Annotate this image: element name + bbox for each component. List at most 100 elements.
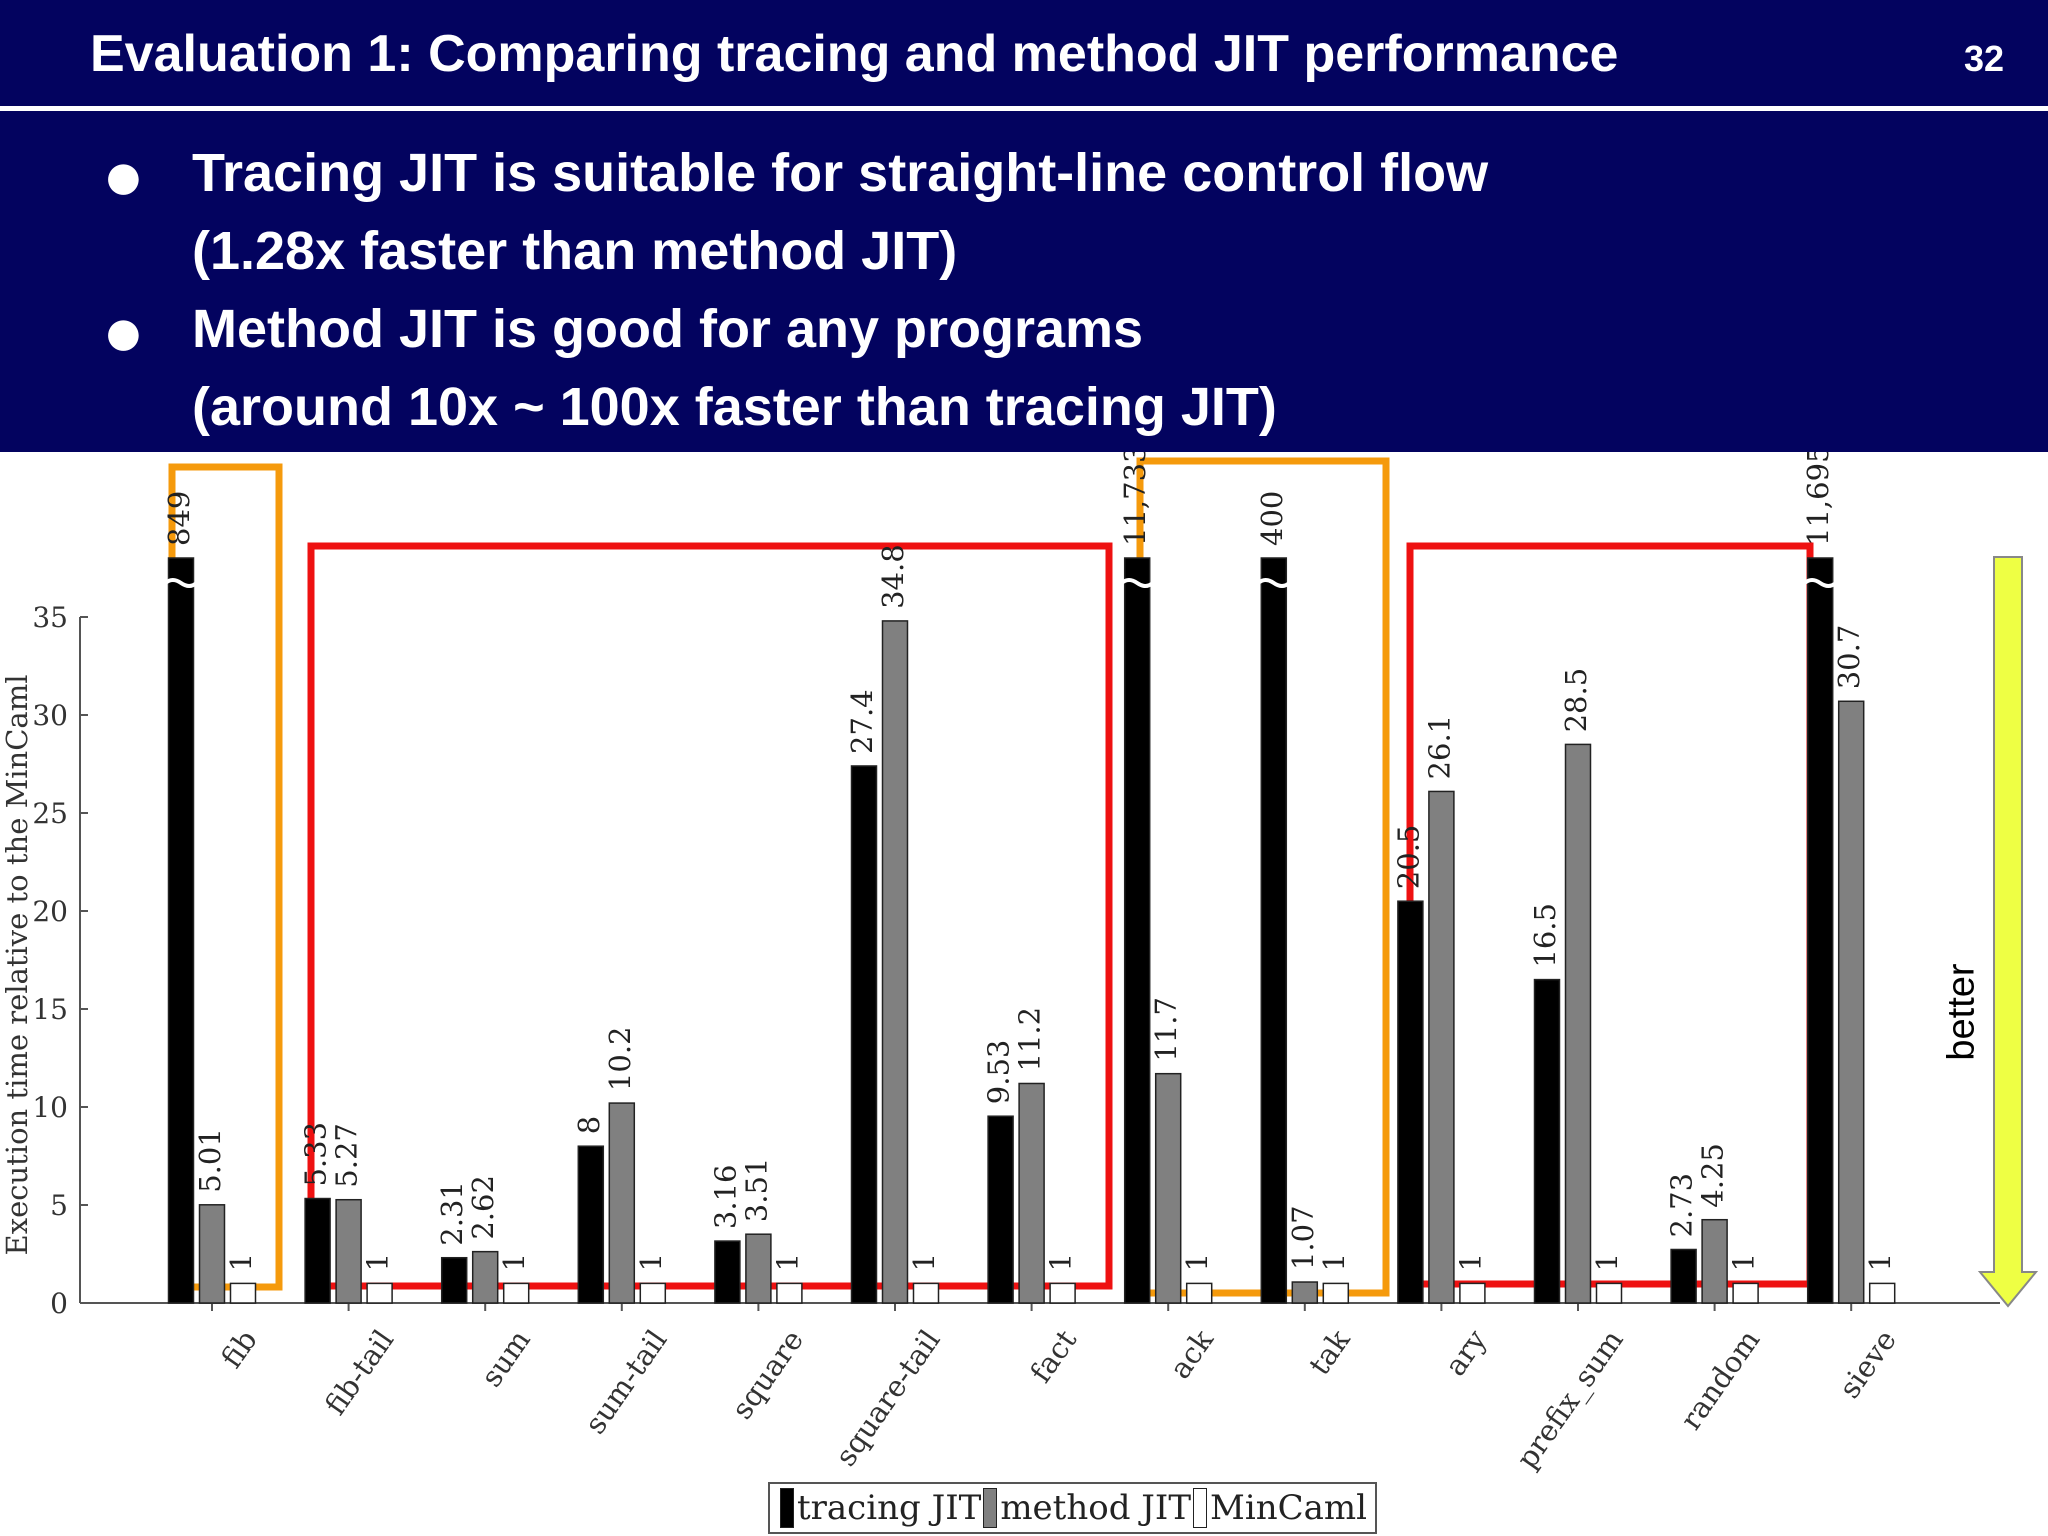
data-label-fact-2: 1 — [1044, 1253, 1078, 1271]
x-tick-label-square-tail: square-tail — [828, 1324, 946, 1473]
bar-random-mincaml — [1732, 1282, 1759, 1304]
data-label-fib-tail-2: 1 — [361, 1253, 395, 1271]
data-label-sum-tail-1: 10.2 — [603, 1027, 637, 1092]
data-label-fib-0: 849 — [162, 491, 196, 546]
data-label-ary-0: 20.5 — [1391, 825, 1425, 890]
axis-break-mark — [1256, 578, 1291, 588]
bar-sieve-method-jit — [1837, 700, 1865, 1304]
bar-prefix_sum-tracing-jit — [1533, 978, 1561, 1304]
bar-sum-method-jit — [471, 1250, 499, 1304]
bar-tak-mincaml — [1322, 1282, 1350, 1304]
data-label-sum-1: 2.62 — [466, 1175, 500, 1240]
data-label-square-tail-1: 34.8 — [876, 544, 910, 609]
data-label-sieve-0: 11,695 — [1801, 452, 1835, 546]
legend-label-mincaml: MinCaml — [1210, 1488, 1367, 1528]
data-label-prefix_sum-0: 16.5 — [1528, 903, 1562, 968]
data-label-sieve-1: 30.7 — [1832, 625, 1866, 690]
x-tick-label-fib: fib — [214, 1324, 264, 1375]
bar-sieve-mincaml — [1868, 1282, 1896, 1304]
bar-square-mincaml — [776, 1282, 803, 1304]
bar-random-tracing-jit — [1670, 1248, 1697, 1304]
x-tick-label-prefix_sum: prefix_sum — [1510, 1324, 1631, 1476]
data-label-square-2: 1 — [770, 1253, 804, 1271]
bar-fib-tail-mincaml — [366, 1282, 393, 1304]
data-label-sum-tail-0: 8 — [572, 1116, 606, 1134]
x-tick-label-sum: sum — [474, 1324, 537, 1394]
data-label-prefix_sum-1: 28.5 — [1559, 668, 1593, 733]
bar-chart: 0 5 10 15 20 25 30 35 Execution time relative to… — [0, 452, 2039, 1476]
legend-label-method: method JIT — [1000, 1488, 1192, 1528]
data-label-prefix_sum-2: 1 — [1590, 1253, 1624, 1271]
bar-tak-method-jit — [1291, 1281, 1319, 1304]
bar-fact-method-jit — [1018, 1082, 1045, 1304]
data-label-sum-0: 2.31 — [435, 1181, 469, 1246]
bar-fib-method-jit — [198, 1204, 226, 1304]
data-label-tak-2: 1 — [1317, 1253, 1351, 1271]
bar-fib-tail-tracing-jit — [304, 1197, 331, 1304]
bar-ary-method-jit — [1428, 790, 1455, 1304]
data-label-random-0: 2.73 — [1665, 1173, 1699, 1238]
axis-break-mark — [1120, 578, 1155, 588]
y-tick-label: 35 — [32, 601, 68, 634]
y-axis-label: Execution time relative to the MinCaml — [0, 675, 34, 1256]
data-label-ack-2: 1 — [1180, 1253, 1214, 1271]
x-tick-label-fact: fact — [1023, 1323, 1083, 1389]
legend-label-tracing: tracing JIT — [797, 1488, 982, 1528]
data-label-random-2: 1 — [1727, 1253, 1761, 1271]
data-label-fact-0: 9.53 — [982, 1040, 1016, 1105]
bar-fact-mincaml — [1049, 1282, 1076, 1304]
x-tick-label-sieve: sieve — [1832, 1324, 1903, 1405]
axis-break-mark — [1803, 578, 1838, 588]
bar-ary-tracing-jit — [1397, 900, 1424, 1304]
bar-square-tracing-jit — [714, 1240, 741, 1304]
bar-tak-tracing-jit — [1260, 557, 1288, 1304]
bar-prefix_sum-mincaml — [1595, 1282, 1623, 1304]
y-tick-label: 20 — [32, 895, 68, 928]
bar-sum-tail-method-jit — [608, 1102, 636, 1304]
data-label-ack-0: 11,733 — [1118, 452, 1152, 546]
data-label-random-1: 4.25 — [1696, 1143, 1730, 1208]
bullet-2-line-2: (around 10x ~ 100x faster than tracing J… — [192, 377, 1277, 437]
bar-square-method-jit — [745, 1233, 772, 1304]
data-label-sum-2: 1 — [497, 1253, 531, 1271]
chart-legend: tracing JIT method JIT MinCaml — [768, 1482, 1377, 1534]
data-label-ary-2: 1 — [1453, 1253, 1487, 1271]
bullet-glyph-2: ● — [106, 310, 141, 356]
data-label-square-tail-0: 27.4 — [845, 689, 879, 754]
x-tick-label-ack: ack — [1163, 1323, 1220, 1385]
data-label-sieve-2: 1 — [1863, 1253, 1897, 1271]
bar-fib-mincaml — [229, 1282, 257, 1304]
y-tick-label: 10 — [32, 1091, 68, 1124]
bar-square-tail-mincaml — [912, 1282, 940, 1304]
bar-prefix_sum-method-jit — [1564, 743, 1592, 1304]
data-label-sum-tail-2: 1 — [634, 1253, 668, 1271]
bar-ack-mincaml — [1185, 1282, 1213, 1304]
bar-sum-tail-tracing-jit — [577, 1145, 605, 1304]
y-tick-label: 25 — [32, 797, 68, 830]
data-label-ack-1: 11.7 — [1149, 997, 1183, 1062]
data-label-square-tail-2: 1 — [907, 1253, 941, 1271]
data-label-fib-1: 5.01 — [193, 1128, 227, 1193]
data-label-square-0: 3.16 — [708, 1164, 742, 1229]
data-label-ary-1: 26.1 — [1422, 715, 1456, 780]
slide-header: Evaluation 1: Comparing tracing and meth… — [0, 0, 2048, 452]
axis-break-mark — [164, 578, 198, 588]
bar-square-tail-tracing-jit — [850, 765, 878, 1304]
bar-ary-mincaml — [1459, 1282, 1486, 1304]
bar-random-method-jit — [1701, 1218, 1728, 1304]
legend-swatch-tracing — [780, 1488, 794, 1528]
data-label-fact-1: 11.2 — [1013, 1007, 1047, 1072]
data-label-fib-tail-1: 5.27 — [330, 1123, 364, 1188]
x-tick-label-fib-tail: fib-tail — [318, 1324, 400, 1421]
y-tick-label: 5 — [50, 1189, 68, 1222]
x-tick-label-sum-tail: sum-tail — [578, 1324, 674, 1440]
bar-sum-mincaml — [502, 1282, 530, 1304]
data-label-fib-2: 1 — [224, 1253, 258, 1271]
bullet-2-line-1: Method JIT is good for any programs — [192, 299, 1144, 359]
title-divider — [0, 106, 2048, 111]
bullet-1-line-2: (1.28x faster than method JIT) — [192, 221, 958, 281]
highlight-box-red — [307, 542, 1113, 1290]
bar-ack-method-jit — [1154, 1072, 1182, 1304]
bullet-1-line-1: Tracing JIT is suitable for straight-lin… — [192, 143, 1489, 203]
legend-swatch-method — [983, 1488, 998, 1528]
